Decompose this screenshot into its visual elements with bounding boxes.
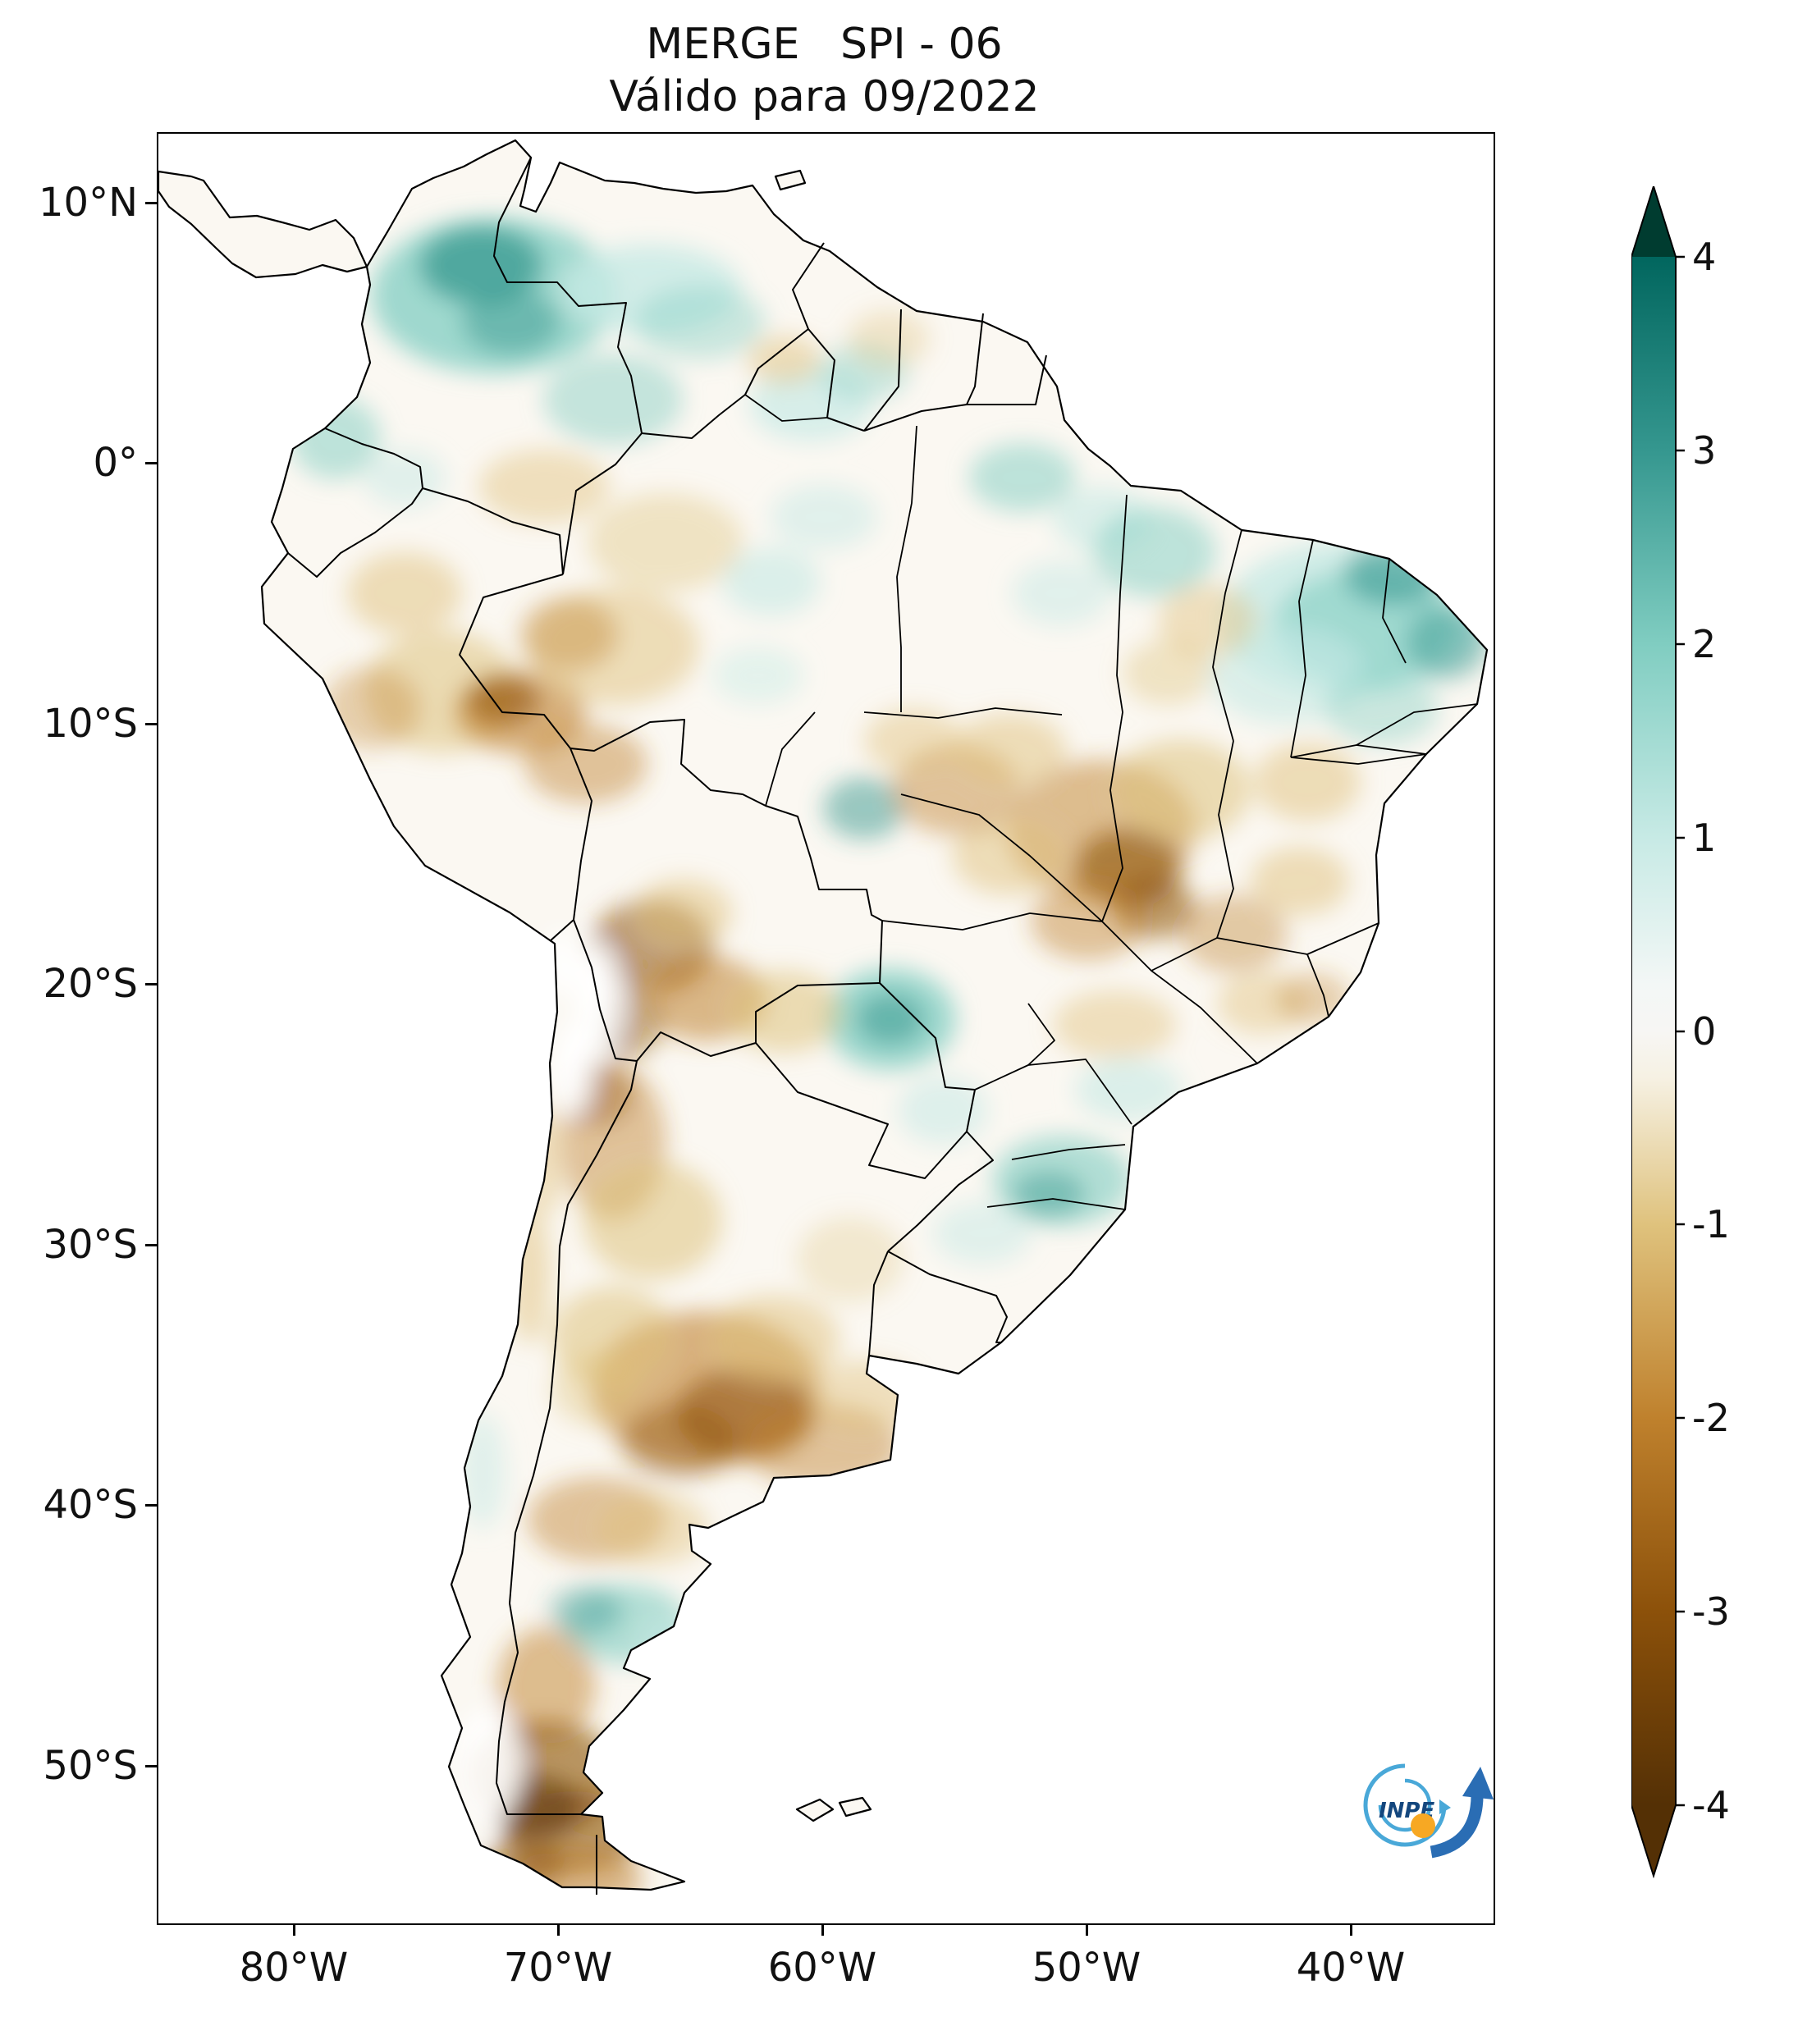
colorbar-tick-label: -3 bbox=[1692, 1589, 1730, 1634]
inpe-blue-arrow bbox=[1430, 1767, 1494, 1859]
y-tick-label: 40°S bbox=[43, 1482, 138, 1528]
x-tick-label: 40°W bbox=[1296, 1945, 1406, 1991]
trinidad-island bbox=[774, 169, 807, 191]
x-axis-tick bbox=[293, 1923, 295, 1936]
x-axis-tick bbox=[821, 1923, 824, 1936]
y-axis-tick bbox=[145, 1504, 158, 1507]
chart-title: MERGE SPI - 06 bbox=[646, 20, 1003, 69]
colorbar-tick-label: 2 bbox=[1692, 622, 1717, 666]
chart-subtitle: Válido para 09/2022 bbox=[609, 72, 1040, 121]
colorbar bbox=[1631, 186, 1685, 1878]
x-axis-tick bbox=[557, 1923, 560, 1936]
inpe-orange-dot bbox=[1411, 1813, 1435, 1838]
x-tick-label: 80°W bbox=[239, 1945, 349, 1991]
y-axis-tick bbox=[145, 1765, 158, 1767]
colorbar-tick-label: -1 bbox=[1692, 1202, 1730, 1246]
colorbar-under-arrow bbox=[1631, 1805, 1676, 1876]
x-axis-tick bbox=[1350, 1923, 1352, 1936]
x-tick-label: 50°W bbox=[1032, 1945, 1141, 1991]
y-tick-label: 50°S bbox=[43, 1743, 138, 1789]
y-tick-label: 0° bbox=[93, 440, 138, 486]
colorbar-tick-label: -4 bbox=[1692, 1783, 1730, 1827]
y-tick-label: 10°S bbox=[43, 701, 138, 747]
falkland-island-east bbox=[838, 1796, 872, 1818]
colorbar-ticks bbox=[1676, 255, 1685, 1807]
colorbar-gradient bbox=[1631, 257, 1676, 1805]
colorbar-tick-label: 0 bbox=[1692, 1009, 1717, 1054]
falkland-island-west bbox=[795, 1798, 835, 1822]
colorbar-over-arrow bbox=[1631, 186, 1676, 257]
y-tick-label: 10°N bbox=[39, 180, 138, 226]
inpe-logo: INPE bbox=[1363, 1763, 1494, 1859]
state-borders bbox=[744, 394, 1478, 1210]
y-axis-tick bbox=[145, 1244, 158, 1246]
y-axis-tick bbox=[145, 983, 158, 985]
colorbar-tick-label: 3 bbox=[1692, 428, 1717, 473]
colorbar-tick-label: -2 bbox=[1692, 1396, 1730, 1440]
y-tick-label: 30°S bbox=[43, 1222, 138, 1268]
coastline-outline bbox=[158, 139, 1489, 1891]
colorbar-tick-label: 4 bbox=[1692, 235, 1717, 279]
x-tick-label: 60°W bbox=[767, 1945, 877, 1991]
south-america-map bbox=[158, 139, 1489, 1895]
y-axis-tick bbox=[145, 462, 158, 464]
x-tick-label: 70°W bbox=[503, 1945, 613, 1991]
x-axis-tick bbox=[1086, 1923, 1088, 1936]
y-axis-tick bbox=[145, 723, 158, 725]
y-tick-label: 20°S bbox=[43, 961, 138, 1007]
country-borders bbox=[287, 157, 1047, 1895]
map-plot-area bbox=[157, 132, 1495, 1925]
y-axis-tick bbox=[145, 202, 158, 204]
colorbar-tick-label: 1 bbox=[1692, 816, 1717, 860]
